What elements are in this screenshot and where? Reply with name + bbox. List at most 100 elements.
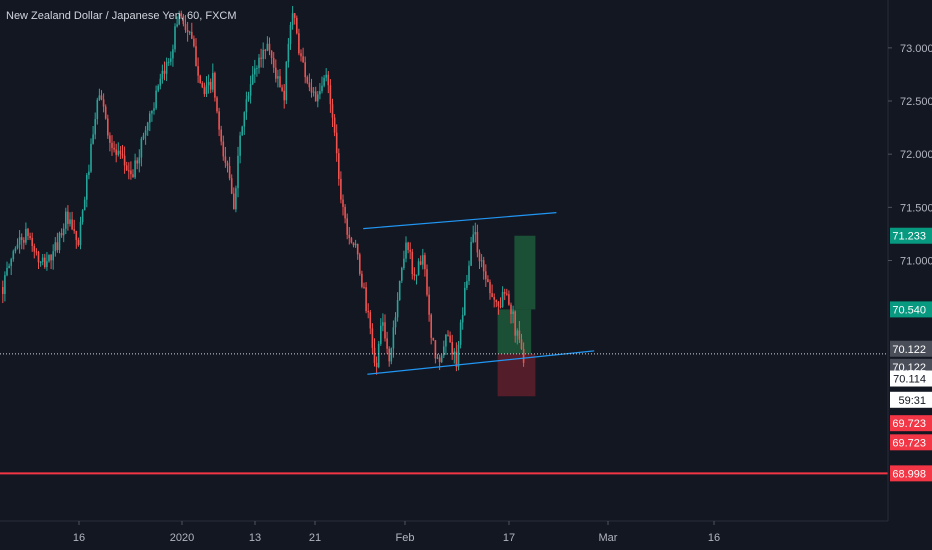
candle-body[interactable] <box>474 232 477 235</box>
candle-body[interactable] <box>314 91 317 102</box>
candle-body[interactable] <box>287 43 290 62</box>
candle-body[interactable] <box>98 95 101 100</box>
candle-body[interactable] <box>10 259 12 266</box>
candle-body[interactable] <box>503 291 506 294</box>
candle-body[interactable] <box>245 99 248 113</box>
candle-body[interactable] <box>300 53 302 57</box>
candle-body[interactable] <box>275 67 277 79</box>
candle-body[interactable] <box>302 56 304 63</box>
candle-body[interactable] <box>476 232 479 253</box>
candle-body[interactable] <box>237 155 239 189</box>
candle-body[interactable] <box>35 251 38 253</box>
candle-body[interactable] <box>235 188 237 210</box>
candle-body[interactable] <box>405 242 407 259</box>
candle-body[interactable] <box>230 178 233 194</box>
candle-body[interactable] <box>218 111 220 130</box>
candle-body[interactable] <box>436 357 439 359</box>
candle-body[interactable] <box>254 68 256 75</box>
candle-body[interactable] <box>354 243 357 246</box>
candle-body[interactable] <box>33 245 36 252</box>
candle-body[interactable] <box>333 117 336 133</box>
candle-body[interactable] <box>2 287 4 294</box>
candle-body[interactable] <box>482 260 485 272</box>
trendline[interactable] <box>363 212 557 230</box>
candle-body[interactable] <box>438 357 441 363</box>
candle-body[interactable] <box>264 49 267 51</box>
candle-body[interactable] <box>329 85 332 105</box>
candle-body[interactable] <box>199 75 201 84</box>
candle-body[interactable] <box>161 70 164 79</box>
candle-body[interactable] <box>432 337 435 341</box>
candle-body[interactable] <box>48 254 50 262</box>
candle-body[interactable] <box>197 66 199 76</box>
candle-body[interactable] <box>417 261 420 276</box>
candle-body[interactable] <box>188 31 191 33</box>
candle-body[interactable] <box>277 76 279 79</box>
candle-body[interactable] <box>113 147 115 150</box>
candle-body[interactable] <box>90 143 92 172</box>
candle-body[interactable] <box>279 76 281 88</box>
candle-body[interactable] <box>96 99 99 120</box>
candle-body[interactable] <box>81 210 84 222</box>
candle-body[interactable] <box>409 249 411 252</box>
candle-body[interactable] <box>457 344 460 367</box>
candle-body[interactable] <box>58 233 61 251</box>
candle-body[interactable] <box>220 129 222 142</box>
candle-body[interactable] <box>37 252 40 263</box>
candle-body[interactable] <box>92 134 94 144</box>
candle-body[interactable] <box>121 153 124 156</box>
candle-body[interactable] <box>117 150 120 155</box>
candle-body[interactable] <box>151 110 153 114</box>
candle-body[interactable] <box>132 174 134 178</box>
candle-body[interactable] <box>233 193 235 210</box>
candle-body[interactable] <box>447 334 449 336</box>
candle-body[interactable] <box>149 113 151 123</box>
candle-body[interactable] <box>411 251 414 275</box>
candle-body[interactable] <box>497 301 500 307</box>
candle-body[interactable] <box>14 248 17 252</box>
candle-body[interactable] <box>270 50 273 58</box>
candle-body[interactable] <box>466 281 468 288</box>
candle-body[interactable] <box>67 211 69 224</box>
candle-body[interactable] <box>369 312 372 329</box>
candle-body[interactable] <box>419 261 422 265</box>
candle-body[interactable] <box>176 24 178 27</box>
candle-body[interactable] <box>296 17 298 34</box>
candle-body[interactable] <box>258 57 260 69</box>
candle-body[interactable] <box>388 348 390 362</box>
candle-body[interactable] <box>272 57 275 68</box>
candle-body[interactable] <box>325 74 327 78</box>
candle-body[interactable] <box>136 160 138 164</box>
candle-body[interactable] <box>491 293 493 298</box>
candle-body[interactable] <box>209 81 212 90</box>
candle-body[interactable] <box>352 242 355 246</box>
trendline[interactable] <box>367 350 595 375</box>
candle-body[interactable] <box>226 162 229 166</box>
candle-body[interactable] <box>338 153 340 180</box>
candle-body[interactable] <box>361 273 363 287</box>
candle-body[interactable] <box>386 338 388 349</box>
candle-body[interactable] <box>212 72 214 90</box>
candle-body[interactable] <box>371 328 374 348</box>
candle-body[interactable] <box>289 24 292 44</box>
candle-body[interactable] <box>384 322 386 339</box>
candle-body[interactable] <box>470 241 472 266</box>
candle-body[interactable] <box>331 104 334 118</box>
candle-body[interactable] <box>163 70 166 74</box>
candle-body[interactable] <box>291 13 294 25</box>
candle-body[interactable] <box>214 72 216 98</box>
candle-body[interactable] <box>4 275 6 294</box>
candle-body[interactable] <box>485 271 487 280</box>
stop-loss-zone[interactable] <box>497 353 536 397</box>
candle-body[interactable] <box>75 230 78 240</box>
candle-body[interactable] <box>94 119 96 135</box>
candle-body[interactable] <box>472 234 474 242</box>
candle-body[interactable] <box>167 61 170 63</box>
candle-body[interactable] <box>16 244 19 249</box>
candle-body[interactable] <box>6 267 8 276</box>
candle-body[interactable] <box>487 279 489 283</box>
candle-body[interactable] <box>501 291 504 307</box>
candle-body[interactable] <box>260 57 262 59</box>
